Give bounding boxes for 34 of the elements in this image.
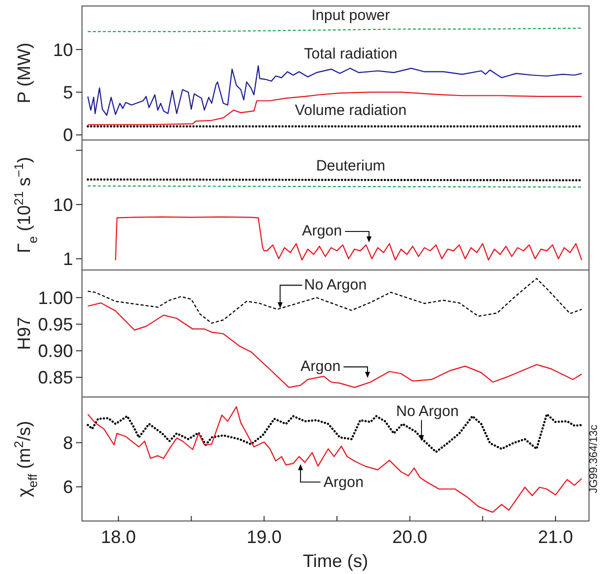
y-tick-label: 8 [62, 432, 73, 453]
series-label: Deuterium [316, 157, 386, 174]
x-tick-label: 19.0 [246, 527, 282, 547]
annotation: No Argon [396, 403, 459, 420]
annotation: Argon [302, 222, 342, 240]
annotation: No Argon [304, 276, 367, 294]
y-tick-label: 1 [62, 249, 73, 270]
y-axis-title: H97 [14, 316, 34, 350]
y-tick-label: 10 [52, 194, 73, 215]
y-tick-label: 0.85 [38, 368, 73, 388]
x-axis-title: Time (s) [302, 551, 368, 571]
y-tick-label: 1.00 [38, 288, 73, 308]
annotation: Argon [300, 358, 341, 375]
line-series [87, 92, 582, 126]
line-series [87, 406, 582, 513]
annotation: JG99.364/13c [588, 424, 600, 494]
line-series [114, 216, 582, 261]
series-label: Input power [312, 6, 390, 24]
line-series [87, 302, 582, 388]
y-tick-label: 5 [62, 82, 73, 103]
y-tick-label: 0 [62, 125, 73, 146]
x-tick-label: 20.0 [392, 527, 428, 547]
x-tick-label: 21.0 [538, 527, 574, 547]
series-label: Total radiation [304, 45, 398, 62]
line-series [87, 278, 582, 324]
line-series [87, 65, 582, 116]
y-tick-label: 0.95 [38, 314, 73, 334]
y-tick-label: 10 [52, 40, 73, 60]
series-label: Volume radiation [294, 102, 407, 120]
x-tick-label: 18.0 [100, 527, 136, 547]
y-tick-label: 6 [62, 477, 73, 498]
y-tick-label: 0.90 [38, 341, 73, 362]
annotation: Argon [324, 474, 364, 492]
y-axis-title: P (MW) [14, 42, 34, 104]
